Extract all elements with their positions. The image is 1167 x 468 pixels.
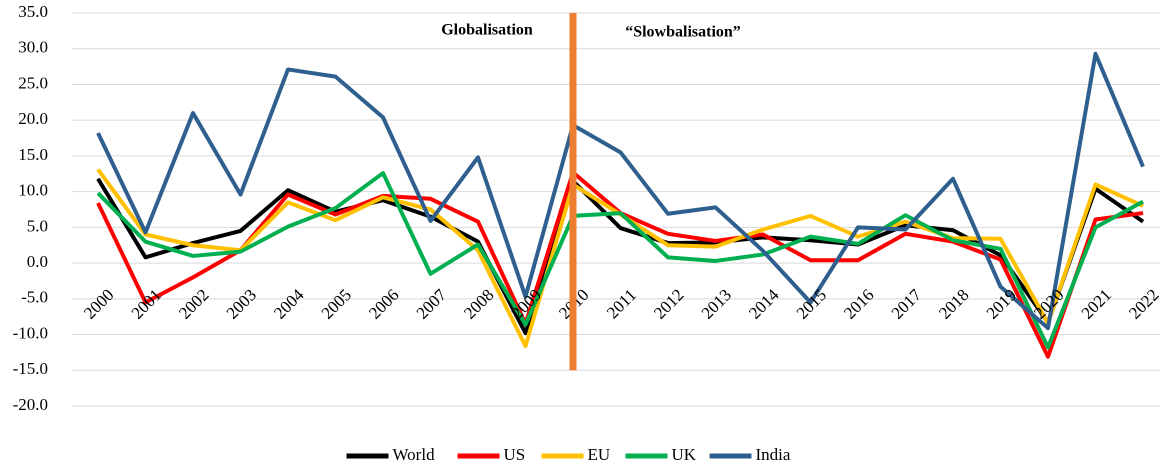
x-tick-label: 2000 [80, 285, 117, 322]
x-tick-label: 2013 [698, 285, 735, 322]
annotation: Globalisation [441, 22, 533, 39]
series-line [96, 51, 1145, 331]
y-tick-label: 25.0 [18, 73, 48, 92]
x-tick-label: 2005 [318, 285, 355, 322]
x-tick-label: 2016 [840, 285, 877, 322]
x-tick-label: 2003 [223, 285, 260, 322]
x-tick-label: 2017 [888, 285, 926, 323]
y-tick-label: 0.0 [27, 252, 48, 271]
y-tick-label: -5.0 [21, 288, 48, 307]
legend-label: UK [672, 445, 697, 464]
y-tick-label: 10.0 [18, 181, 48, 200]
y-tick-label: -10.0 [13, 323, 48, 342]
x-tick-label: 2002 [175, 285, 212, 322]
x-tick-label: 2021 [1078, 285, 1115, 322]
x-tick-label: 2022 [1125, 285, 1162, 322]
y-tick-label: -15.0 [13, 359, 48, 378]
grid [72, 12, 1160, 407]
x-tick-label: 2007 [413, 285, 451, 323]
y-tick-label: 30.0 [18, 38, 48, 57]
x-tick-label: 2011 [603, 285, 640, 322]
legend-label: US [504, 445, 526, 464]
legend-label: EU [588, 445, 611, 464]
x-tick-label: 2018 [935, 285, 972, 322]
lines [96, 51, 1145, 359]
x-tick-label: 2008 [460, 285, 497, 322]
legend-label: India [756, 445, 791, 464]
y-tick-label: 15.0 [18, 145, 48, 164]
x-tick-label: 2014 [745, 285, 783, 323]
series-line [96, 171, 1144, 350]
series-line [96, 170, 1144, 359]
y-tick-label: -20.0 [13, 395, 48, 414]
x-tick-label: 2006 [365, 285, 402, 322]
legend-label: World [393, 445, 436, 464]
annotation: “Slowbalisation” [625, 24, 741, 41]
x-tick-label: 2004 [270, 285, 308, 323]
y-tick-label: 35.0 [18, 2, 48, 21]
y-tick-label: 20.0 [18, 109, 48, 128]
x-tick-label: 2001 [128, 285, 165, 322]
y-tick-label: 5.0 [27, 216, 48, 235]
x-tick-label: 2012 [650, 285, 687, 322]
